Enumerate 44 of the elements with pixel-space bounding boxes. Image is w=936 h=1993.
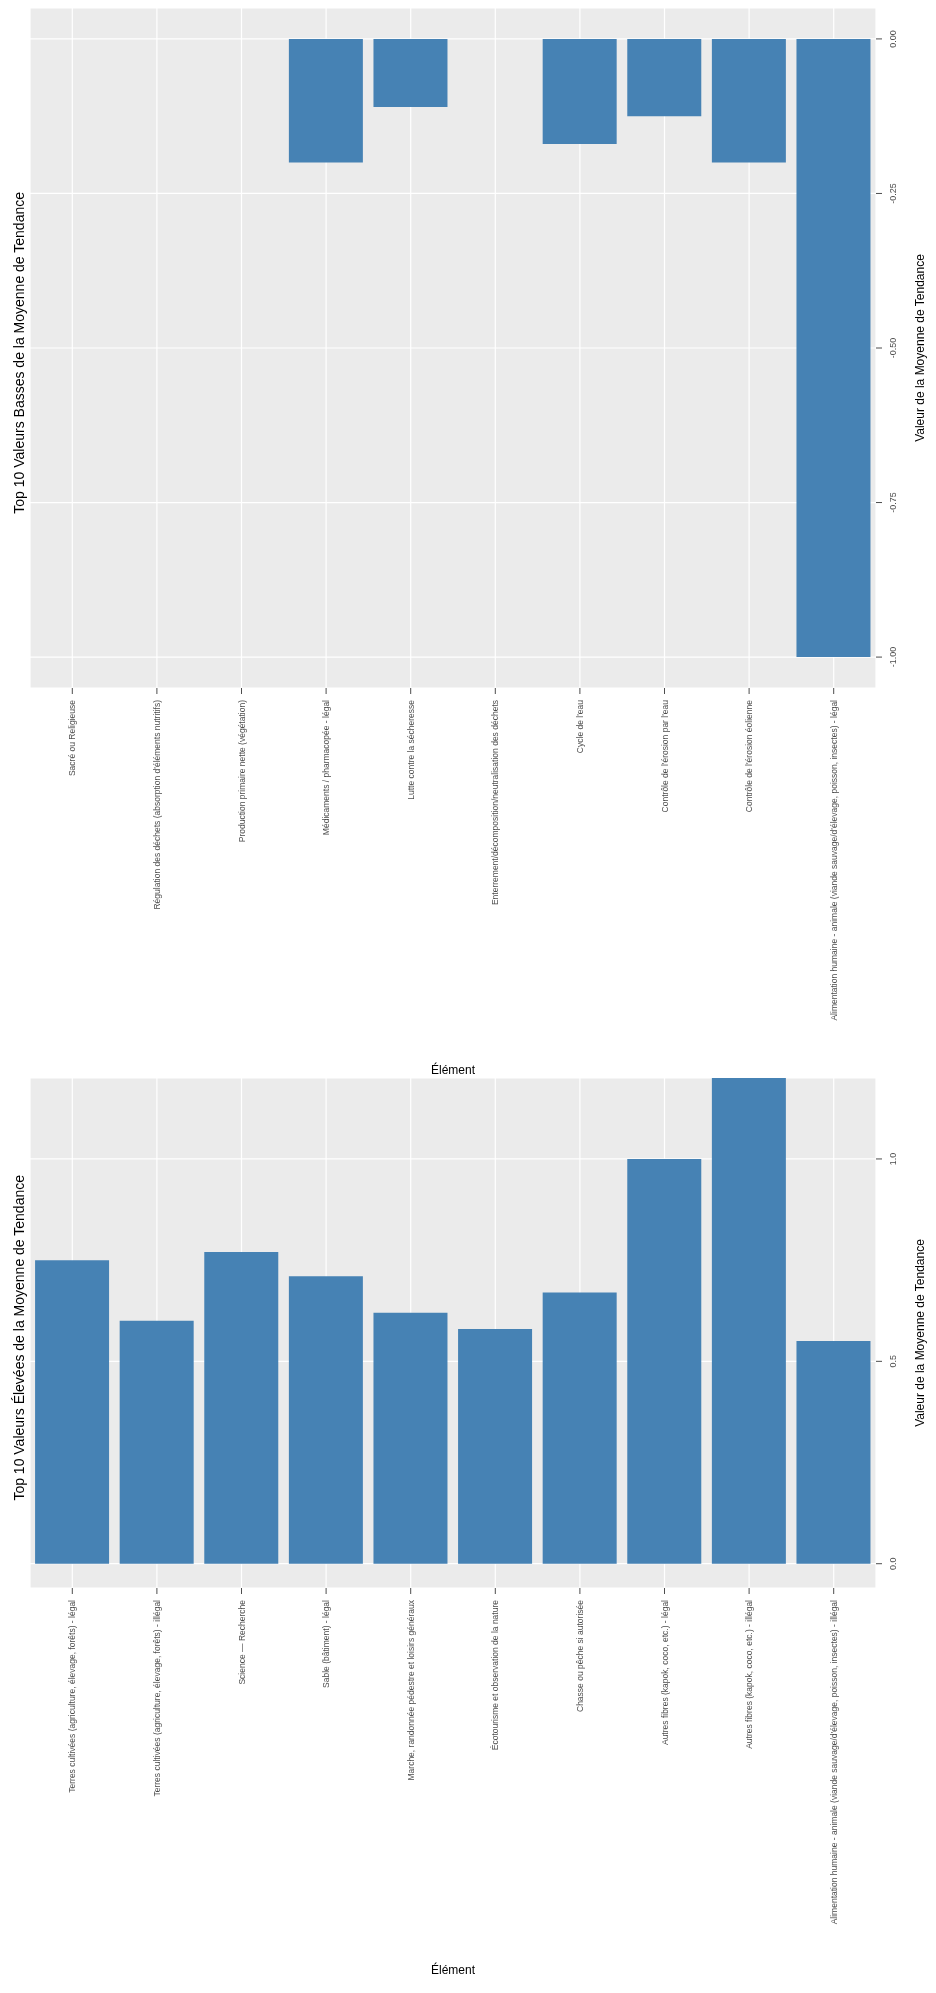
x-tick-label: Marche, randonnée pédestre et loisirs généraux (405, 1599, 416, 1781)
x-tick-label: Terres cultivées (agriculture, élevage, forêts) - légal (67, 1599, 78, 1793)
bar (204, 1252, 279, 1564)
bar (627, 1158, 702, 1564)
x-tick-label: Chasse ou pêche si autorisée (574, 1599, 585, 1712)
bar (119, 1320, 194, 1564)
x-tick-label: Alimentation humaine - animale (viande sauvage/d'élevage, poisson, insectes) - légal (828, 699, 839, 1021)
bar (288, 1276, 363, 1564)
x-tick-label: Science — Recherche (236, 1599, 247, 1685)
x-tick-label: Contrôle de l'érosion éolienne (744, 699, 755, 813)
x-tick-label: Contrôle de l'érosion par l'eau (659, 699, 670, 813)
text: Top 10 Valeurs Élevées de la Moyenne de Tendance (11, 1175, 27, 1501)
x-tick-label: Autres fibres (kapok, coco, etc.) - légal (659, 1599, 670, 1746)
bar (458, 1328, 533, 1564)
y-axis-title: Valeur de la Moyenne de Tendance (913, 1238, 928, 1427)
x-tick-label: Terres cultivées (agriculture, élevage, forêts) - illégal (151, 1599, 162, 1797)
y-tick-label: -0.25 (888, 183, 898, 204)
y-axis-title: Valeur de la Moyenne de Tendance (913, 253, 928, 442)
y-tick-label: 0.00 (888, 30, 898, 48)
text: Top 10 Valeurs Basses de la Moyenne de Tendance (11, 192, 27, 514)
x-tick-label: Régulation des déchets (absorption d'éléments nutritifs) (151, 699, 162, 910)
x-tick-label: Médicaments / pharmacopée - légal (321, 699, 332, 836)
y-tick-label: 1.0 (888, 1152, 898, 1166)
y-tick-label: 0.5 (888, 1355, 898, 1368)
bar (711, 1078, 786, 1564)
y-tick-label: -0.50 (888, 337, 898, 359)
x-axis-title: Élément (430, 1962, 476, 1977)
y-tick-label: -0.75 (888, 492, 898, 513)
x-tick-label: Alimentation humaine - animale (viande sauvage/d'élevage, poisson, insectes) - illégal (828, 1599, 839, 1925)
x-tick-label: Production primaire nette (végétation) (236, 699, 247, 843)
bar (35, 1260, 110, 1564)
x-tick-label: Lutte contre la sécheresse (405, 699, 416, 800)
y-tick-label: 0.0 (888, 1557, 898, 1570)
x-tick-label: Écotourisme et observation de la nature (490, 1599, 501, 1751)
bar (542, 1292, 617, 1564)
x-tick-label: Enterrement/décomposition/neutralisation des déchets (490, 700, 501, 906)
x-tick-label: Sable (bâtiment) - légal (321, 1599, 332, 1688)
x-tick-label: Cycle de l'eau (574, 699, 585, 754)
y-tick-label: -1.00 (888, 646, 898, 668)
bar (373, 1312, 448, 1564)
x-axis-title: Élément (430, 1062, 476, 1077)
bar (796, 1341, 871, 1564)
x-tick-label: Autres fibres (kapok, coco, etc.) - illégal (744, 1599, 755, 1749)
x-tick-label: Sacré ou Religieuse (67, 699, 78, 777)
